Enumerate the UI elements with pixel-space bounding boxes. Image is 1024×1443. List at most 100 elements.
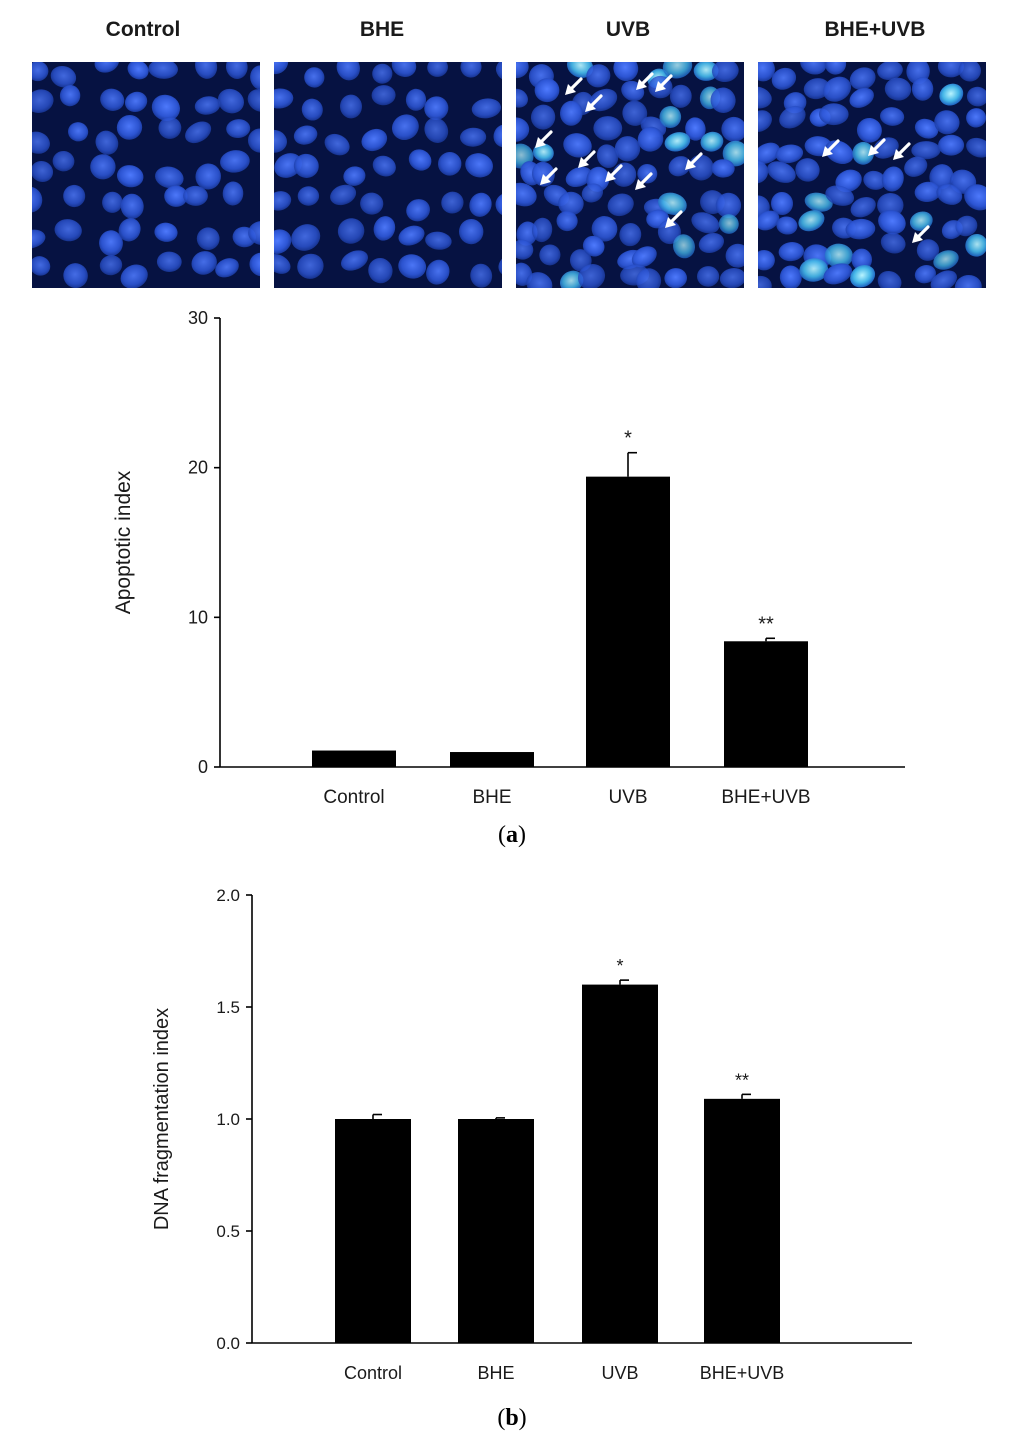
nucleus — [586, 64, 611, 88]
nucleus — [460, 127, 487, 147]
arrow-icon — [868, 138, 886, 156]
nucleus — [274, 153, 302, 178]
nucleus — [50, 65, 77, 88]
bar-bhe-uvb — [704, 1098, 780, 1343]
error-bar — [619, 979, 629, 985]
nucleus — [361, 128, 388, 152]
nuclei-group — [32, 62, 260, 288]
nucleus — [441, 191, 464, 214]
apoptotic-nucleus — [566, 62, 594, 78]
nucleus — [614, 136, 641, 162]
nucleus — [406, 199, 430, 222]
nucleus — [771, 67, 797, 90]
nucleus — [372, 63, 393, 84]
nucleus — [825, 185, 855, 206]
y-tick-label: 1.0 — [216, 1110, 240, 1129]
nucleus — [120, 264, 148, 288]
nucleus — [99, 255, 123, 276]
nucleus — [966, 86, 986, 107]
nucleus — [711, 159, 735, 178]
nucleus — [824, 62, 847, 75]
nucleus — [437, 152, 462, 176]
apoptotic-nucleus — [664, 132, 691, 152]
nucleus — [767, 161, 796, 183]
nucleus — [116, 165, 144, 188]
nucleus — [877, 62, 903, 80]
nucleus — [297, 186, 320, 206]
apoptotic-nucleus — [662, 62, 693, 79]
arrow-icon — [655, 74, 673, 92]
apoptotic-nucleus — [965, 233, 986, 257]
nucleus — [226, 119, 251, 139]
nucleus — [685, 117, 706, 141]
nucleus — [930, 270, 957, 288]
nucleus — [120, 193, 144, 219]
nucleus — [460, 62, 482, 78]
nucleus — [582, 235, 605, 257]
x-tick-label: BHE+UVB — [700, 1363, 785, 1383]
nucleus — [823, 263, 853, 285]
nucleus — [371, 85, 396, 106]
nucleus — [391, 62, 417, 78]
nucleus — [758, 159, 769, 184]
nucleus — [32, 256, 51, 276]
nucleus — [458, 219, 484, 245]
caption-b: (b) — [497, 1405, 527, 1431]
apoptotic-nucleus — [718, 214, 739, 234]
nucleus — [911, 77, 934, 101]
nucleus — [516, 117, 530, 142]
bar-bhe-uvb — [724, 641, 808, 767]
nucleus — [343, 166, 366, 186]
apoptotic-nucleus — [939, 83, 964, 106]
bar-bhe — [450, 752, 534, 767]
y-tick-label: 0 — [198, 757, 208, 777]
nucleus — [966, 108, 986, 128]
nucleus — [758, 62, 775, 82]
arrow-icon — [893, 142, 911, 160]
nucleus — [539, 244, 561, 266]
nucleus — [274, 229, 292, 254]
nucleus — [341, 250, 368, 271]
nucleus — [63, 184, 86, 208]
nucleus — [779, 265, 802, 288]
nucleus — [559, 100, 583, 126]
nucleus — [148, 62, 178, 79]
significance-marker: * — [616, 956, 623, 976]
apoptotic-nucleus — [799, 258, 829, 282]
nucleus — [779, 105, 806, 129]
nucleus — [758, 142, 781, 164]
nucleus — [274, 253, 291, 274]
nucleus — [220, 150, 250, 173]
nucleus — [274, 88, 294, 109]
nucleus — [526, 272, 553, 288]
nucleus — [215, 258, 239, 278]
nucleus — [124, 91, 148, 113]
nucleus — [222, 181, 244, 206]
nucleus — [247, 128, 260, 153]
micrograph-label-uvb: UVB — [605, 18, 651, 41]
nucleus — [856, 117, 882, 143]
nucleus — [337, 218, 365, 244]
nucleus — [32, 62, 49, 82]
nucleus — [563, 133, 592, 158]
nucleus — [596, 144, 619, 169]
nucleus — [469, 192, 492, 217]
nucleus — [471, 98, 502, 119]
nucleus — [516, 239, 534, 260]
nucleus — [778, 242, 804, 262]
nucleus — [339, 94, 363, 119]
arrow-icon — [822, 139, 840, 157]
dna-fragmentation-chart: 0.0 0.5 1.0 1.5 2.0 DNA fragmentation index Co… — [151, 886, 912, 1383]
nucleus — [936, 183, 963, 205]
arrow-icon — [540, 167, 558, 185]
arrow-icon — [535, 130, 553, 148]
nucleus — [405, 88, 427, 111]
nucleus — [758, 86, 772, 109]
nucleus — [581, 183, 604, 203]
significance-marker: ** — [758, 613, 774, 635]
nucleus — [934, 110, 960, 135]
nucleus — [916, 239, 940, 261]
nucleus — [668, 156, 691, 177]
nucleus — [878, 209, 906, 235]
nucleus — [884, 77, 912, 101]
